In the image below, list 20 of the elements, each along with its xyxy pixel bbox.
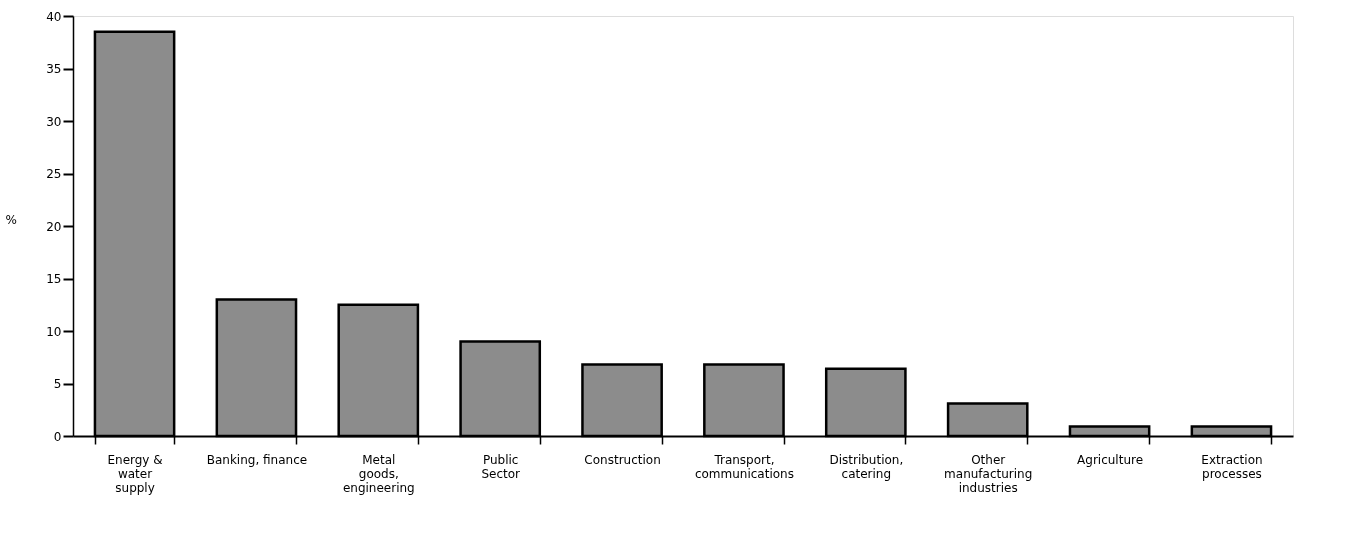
x-tick-label: Energy & water supply: [107, 452, 163, 495]
x-tick-label: Banking, finance: [206, 452, 308, 467]
x-tick-label: Transport, communications: [694, 452, 794, 481]
x-tick-label: Metal goods, engineering: [342, 452, 415, 495]
x-tick-label: Extraction processes: [1201, 452, 1263, 481]
x-tick-label: Public Sector: [481, 452, 521, 481]
x-tick-label: Agriculture: [1077, 452, 1144, 467]
y-tick-label: 40: [46, 9, 62, 24]
y-tick-label: 5: [53, 377, 62, 391]
y-axis-title: %: [5, 212, 17, 227]
y-tick-label: 10: [46, 324, 62, 339]
x-tick-label: Construction: [584, 452, 661, 467]
y-tick-label: 25: [46, 167, 62, 181]
y-tick-label: 35: [46, 62, 62, 76]
y-tick-label: 0: [53, 429, 62, 444]
y-tick-label: 15: [46, 272, 62, 286]
x-tick-label: Other manufacturing industries: [944, 452, 1033, 495]
y-tick-label: 20: [46, 219, 62, 234]
x-tick-label: Distribution, catering: [829, 452, 904, 481]
y-tick-label: 30: [46, 114, 62, 129]
